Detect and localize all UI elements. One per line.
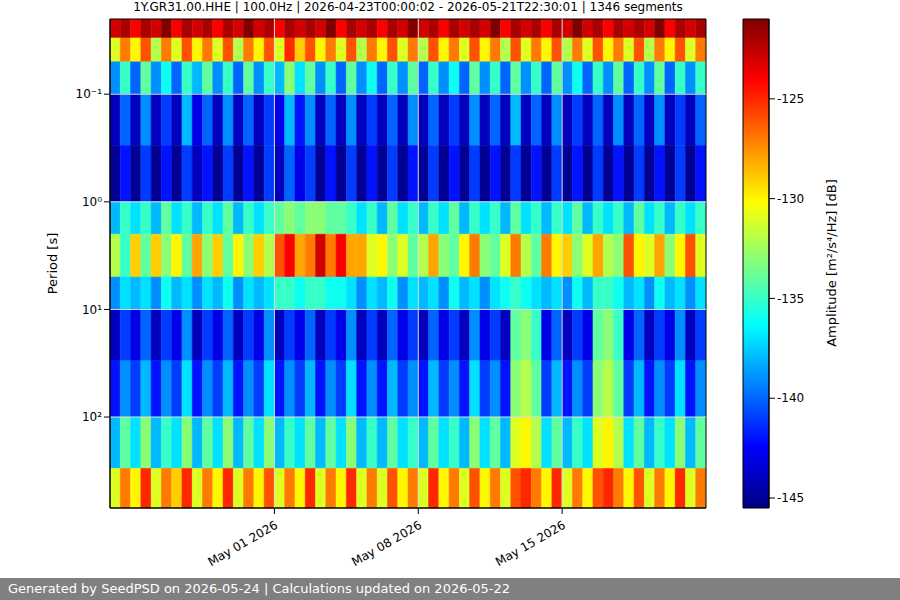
html-text:Amplitude [m²/s⁴/Hz] [dB]: Amplitude [m²/s⁴/Hz] [dB] <box>823 179 839 347</box>
svg-text:10⁻¹: 10⁻¹ <box>76 87 103 101</box>
svg-text:Period [s]: Period [s] <box>45 233 60 295</box>
svg-text:10⁰: 10⁰ <box>82 195 102 209</box>
svg-text:-125: -125 <box>777 92 804 106</box>
svg-text:May 15 2026: May 15 2026 <box>493 518 568 569</box>
html-text:1Y.GR31.00.HHE | 100.0Hz | 202: 1Y.GR31.00.HHE | 100.0Hz | 2026-04-23T00… <box>133 0 683 14</box>
svg-text:-145: -145 <box>777 491 804 505</box>
svg-text:May 01 2026: May 01 2026 <box>205 518 280 569</box>
svg-text:-130: -130 <box>777 192 804 206</box>
html-text:Generated by SeedPSD on 2026-0: Generated by SeedPSD on 2026-05-24 | Cal… <box>8 581 510 596</box>
svg-text:10¹: 10¹ <box>82 303 102 317</box>
svg-text:10²: 10² <box>82 410 102 424</box>
svg-text:-135: -135 <box>777 292 804 306</box>
svg-text:May 08 2026: May 08 2026 <box>349 518 424 569</box>
svg-text:-140: -140 <box>777 391 804 405</box>
